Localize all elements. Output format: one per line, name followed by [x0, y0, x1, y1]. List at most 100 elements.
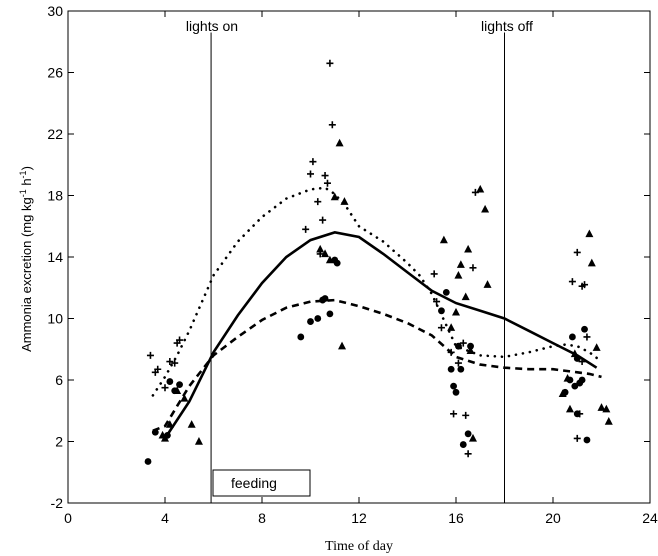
point-circle [566, 376, 574, 384]
y-axis-label-mid: h [19, 178, 34, 189]
point-triangle [481, 204, 490, 213]
x-tick-label: 8 [258, 510, 266, 526]
point-circle [151, 428, 159, 436]
point-circle [455, 342, 462, 350]
fitted-curves [151, 186, 603, 440]
point-triangle [602, 404, 611, 413]
point-triangle [468, 433, 477, 442]
point-plus [307, 170, 314, 178]
point-plus [326, 59, 334, 67]
point-plus [321, 172, 329, 180]
point-circle [447, 365, 455, 373]
point-triangle [335, 138, 344, 147]
point-plus [462, 411, 470, 419]
y-axis-label-main: Ammonia excretion (mg kg [19, 197, 34, 352]
y-axis-label: Ammonia excretion (mg kg-1 h-1) [18, 166, 34, 352]
curve-dashed [152, 298, 602, 432]
point-plus [459, 339, 467, 347]
point-plus [573, 248, 581, 256]
point-circle [452, 388, 460, 396]
point-circle [333, 259, 341, 267]
lights-on-label: lights on [186, 18, 238, 34]
point-circle [571, 382, 579, 390]
point-triangle [187, 420, 196, 428]
point-circle [166, 378, 174, 385]
point-circle [438, 307, 445, 315]
point-plus [437, 324, 445, 332]
x-tick-label: 20 [545, 510, 561, 526]
point-circle [144, 458, 152, 465]
point-circle [467, 342, 474, 350]
point-plus [171, 359, 179, 367]
point-circle [442, 288, 450, 296]
point-plus [166, 358, 174, 366]
point-plus [450, 410, 458, 418]
point-circle [176, 381, 183, 389]
point-circle [573, 410, 581, 418]
point-triangle [592, 343, 601, 351]
point-plus [454, 359, 462, 367]
point-plus [433, 298, 441, 306]
point-circle [164, 431, 171, 439]
point-circle [578, 376, 586, 384]
point-circle [457, 365, 465, 373]
point-circle [326, 310, 334, 318]
point-triangle [604, 417, 613, 425]
point-plus [309, 158, 317, 166]
point-triangle [587, 258, 596, 267]
point-plus [583, 333, 591, 341]
point-triangle [466, 346, 475, 354]
point-circle [583, 436, 591, 444]
y-axis-label-sup2: -1 [18, 170, 28, 178]
y-tick-label: 6 [55, 372, 63, 388]
point-circle [581, 325, 588, 333]
point-circle [297, 333, 305, 341]
y-tick-label: -2 [51, 495, 64, 511]
point-plus [573, 434, 581, 442]
point-circle [459, 441, 467, 448]
point-triangle [321, 249, 330, 258]
curve-solid [163, 231, 598, 440]
feeding-label: feeding [231, 475, 277, 491]
point-circle [561, 388, 569, 396]
x-tick-label: 24 [642, 510, 658, 526]
point-plus [146, 351, 154, 359]
y-tick-label: 10 [47, 311, 63, 327]
point-triangle [338, 341, 347, 350]
point-plus [314, 198, 322, 206]
point-triangle [585, 229, 594, 238]
point-circle [573, 355, 581, 362]
point-plus [154, 365, 162, 373]
point-plus [323, 179, 331, 187]
y-axis-label-end: ) [19, 166, 34, 170]
point-plus [319, 216, 327, 224]
x-tick-label: 12 [351, 510, 367, 526]
point-triangle [461, 292, 470, 301]
point-triangle [161, 433, 169, 442]
point-circle [464, 430, 472, 438]
point-triangle [340, 197, 349, 205]
point-plus [447, 348, 455, 356]
point-triangle [165, 420, 174, 428]
point-triangle [597, 403, 606, 411]
y-tick-label: 14 [47, 249, 63, 265]
point-triangle [464, 244, 473, 253]
x-axis-label: Time of day [325, 539, 393, 554]
feeding-box [212, 469, 311, 497]
point-plus [161, 384, 169, 392]
y-tick-label: 2 [55, 434, 63, 450]
point-triangle [476, 184, 485, 193]
y-tick-label: 22 [47, 126, 63, 142]
point-triangle [447, 323, 456, 331]
point-circle [450, 382, 457, 390]
point-triangle [565, 404, 574, 413]
data-points [144, 59, 613, 465]
y-tick-label: 26 [47, 65, 63, 81]
y-tick-label: 30 [47, 3, 63, 19]
point-triangle [456, 260, 465, 268]
point-triangle [194, 437, 203, 445]
y-axis-label-sup1: -1 [18, 189, 28, 197]
point-triangle [454, 270, 463, 279]
